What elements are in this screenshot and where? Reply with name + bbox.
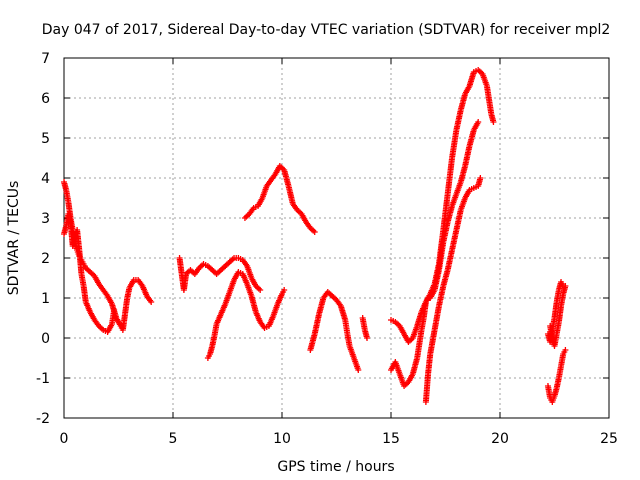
- y-tick-label: -1: [36, 371, 50, 387]
- y-tick-label: 5: [41, 131, 50, 147]
- data-point-marker: [311, 229, 318, 235]
- y-tick-label: 7: [41, 51, 50, 67]
- data-point-marker: [355, 367, 362, 373]
- series-arc-9: [388, 119, 482, 389]
- data-point-marker: [364, 335, 371, 341]
- data-point-marker: [281, 287, 288, 293]
- axis-ticks: [63, 57, 610, 419]
- x-tick-label: 25: [600, 431, 618, 447]
- y-tick-label: 4: [41, 171, 50, 187]
- data-point-marker: [148, 299, 155, 305]
- series-arc-6: [307, 289, 362, 373]
- chart-title: Day 047 of 2017, Sidereal Day-to-day VTE…: [42, 22, 611, 38]
- series-arc-5: [241, 163, 318, 235]
- data-point-marker: [111, 307, 118, 313]
- y-tick-label: 0: [41, 331, 50, 347]
- series-arc-10: [422, 175, 484, 405]
- x-tick-label: 15: [382, 431, 400, 447]
- series-arc-7: [359, 315, 371, 341]
- series-arc-4: [204, 269, 288, 361]
- data-point-marker: [475, 119, 482, 125]
- plot-frame: [63, 57, 610, 419]
- y-axis-label: SDTVAR / TECUs: [6, 181, 22, 296]
- series-arc-1: [61, 179, 155, 333]
- series-arc-12: [544, 347, 569, 405]
- y-tick-label: 3: [41, 211, 50, 227]
- data-point-marker: [490, 119, 497, 125]
- y-tick-label: 1: [41, 291, 50, 307]
- x-tick-label: 5: [169, 431, 178, 447]
- data-point-marker: [562, 347, 569, 353]
- series-arc-13: [547, 283, 569, 349]
- y-tick-labels: -2 -1 0 1 2 3 4 5 6 7: [36, 51, 50, 427]
- data-point-marker: [562, 283, 569, 289]
- series-arc-2: [61, 211, 118, 335]
- x-tick-labels: 0 5 10 15 20 25: [60, 431, 618, 447]
- series-arc-3: [176, 255, 264, 293]
- y-tick-label: 2: [41, 251, 50, 267]
- x-tick-label: 20: [491, 431, 509, 447]
- data-point-marker: [477, 175, 484, 181]
- data-points: [61, 67, 569, 405]
- x-axis-label: GPS time / hours: [277, 459, 394, 475]
- data-point-marker: [257, 287, 264, 293]
- x-tick-label: 10: [273, 431, 291, 447]
- y-tick-label: 6: [41, 91, 50, 107]
- grid: [64, 58, 609, 418]
- y-tick-label: -2: [36, 411, 50, 427]
- x-tick-label: 0: [60, 431, 69, 447]
